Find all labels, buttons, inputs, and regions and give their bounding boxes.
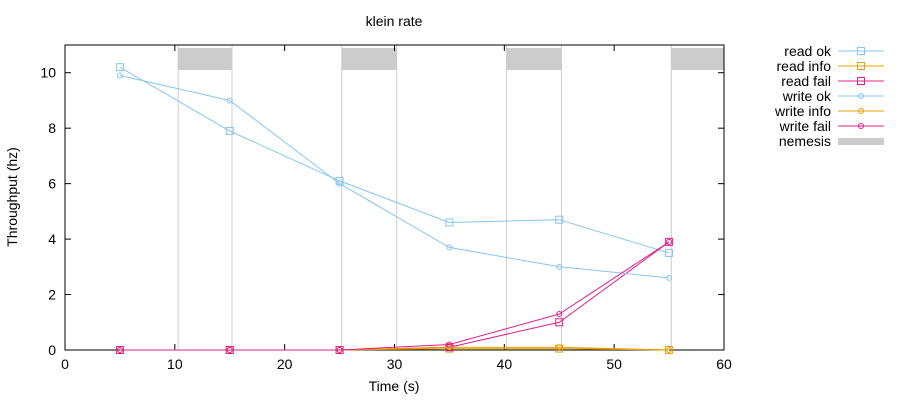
- x-tick-label-10: 10: [167, 356, 183, 372]
- x-tick-label-40: 40: [497, 356, 513, 372]
- nemesis-layer: [178, 48, 724, 70]
- plot-frame: [64, 44, 725, 351]
- y-axis-label: Throughput (hz): [4, 147, 20, 247]
- series-read-ok: [115, 63, 674, 257]
- series-line-write-ok: [119, 75, 670, 279]
- nemesis-bar-2: [506, 48, 562, 70]
- x-tick-label-20: 20: [277, 356, 293, 372]
- point-read-ok-4: [555, 215, 564, 224]
- ticks-layer: 0 10 20 30 40 50 60 0 2 4 6 8 10: [40, 45, 732, 372]
- nemesis-bar-3: [671, 48, 724, 70]
- x-axis-label: Time (s): [369, 378, 420, 394]
- legend-marker-read-fail: [857, 77, 865, 85]
- point-read-ok-0: [115, 63, 124, 72]
- point-write-fail-3: [446, 341, 453, 348]
- point-write-fail-2: [336, 347, 343, 353]
- series-line-read-ok: [119, 66, 670, 254]
- y-tick-label-4: 4: [48, 231, 56, 247]
- y-tick-label-0: 0: [48, 342, 56, 358]
- point-read-fail-5: [665, 237, 674, 246]
- legend-label-write-ok: write ok: [782, 88, 832, 104]
- point-write-ok-2: [336, 180, 343, 187]
- point-read-ok-1: [225, 126, 234, 135]
- legend-marker-write-info: [858, 108, 864, 114]
- legend-marker-write-fail: [858, 123, 864, 129]
- point-write-fail-0: [116, 347, 123, 353]
- nemesis-bar-0: [178, 48, 232, 70]
- legend-label-read-ok: read ok: [784, 43, 832, 59]
- point-read-fail-4: [555, 318, 564, 327]
- chart-title: klein rate: [366, 13, 423, 29]
- point-write-info-5: [666, 347, 673, 353]
- legend-label-read-info: read info: [777, 58, 832, 74]
- x-tick-label-30: 30: [387, 356, 403, 372]
- point-write-ok-0: [116, 72, 123, 79]
- point-write-info-4: [556, 344, 563, 351]
- legend-label-nemesis: nemesis: [779, 133, 831, 149]
- point-write-ok-5: [666, 274, 673, 281]
- point-write-ok-1: [226, 97, 233, 104]
- series-write-fail: [116, 238, 673, 353]
- series-line-write-fail: [119, 241, 670, 351]
- legend-marker-read-info: [857, 62, 865, 70]
- legend-marker-write-ok: [858, 93, 864, 99]
- x-tick-label-60: 60: [716, 356, 732, 372]
- series-layer: [115, 63, 674, 354]
- legend-swatch-nemesis: [838, 138, 884, 145]
- point-write-fail-1: [226, 347, 233, 353]
- point-write-fail-5: [666, 238, 673, 245]
- nemesis-bar-1: [341, 48, 397, 70]
- y-tick-label-2: 2: [48, 287, 56, 303]
- x-tick-label-0: 0: [61, 356, 69, 372]
- point-write-ok-4: [556, 263, 563, 270]
- point-read-ok-5: [665, 248, 674, 257]
- point-read-ok-3: [445, 218, 454, 227]
- legend-label-write-fail: write fail: [779, 118, 831, 134]
- point-write-fail-4: [556, 310, 563, 317]
- y-tick-label-8: 8: [48, 120, 56, 136]
- y-tick-label-6: 6: [48, 176, 56, 192]
- series-write-ok: [116, 72, 673, 281]
- grid-layer: [177, 45, 672, 350]
- legend-marker-read-ok: [857, 47, 865, 55]
- y-tick-label-10: 10: [40, 65, 56, 81]
- point-write-ok-3: [446, 244, 453, 251]
- series-read-fail: [115, 237, 674, 354]
- legend-label-write-info: write info: [774, 103, 831, 119]
- legend-label-read-fail: read fail: [781, 73, 831, 89]
- x-tick-label-50: 50: [606, 356, 622, 372]
